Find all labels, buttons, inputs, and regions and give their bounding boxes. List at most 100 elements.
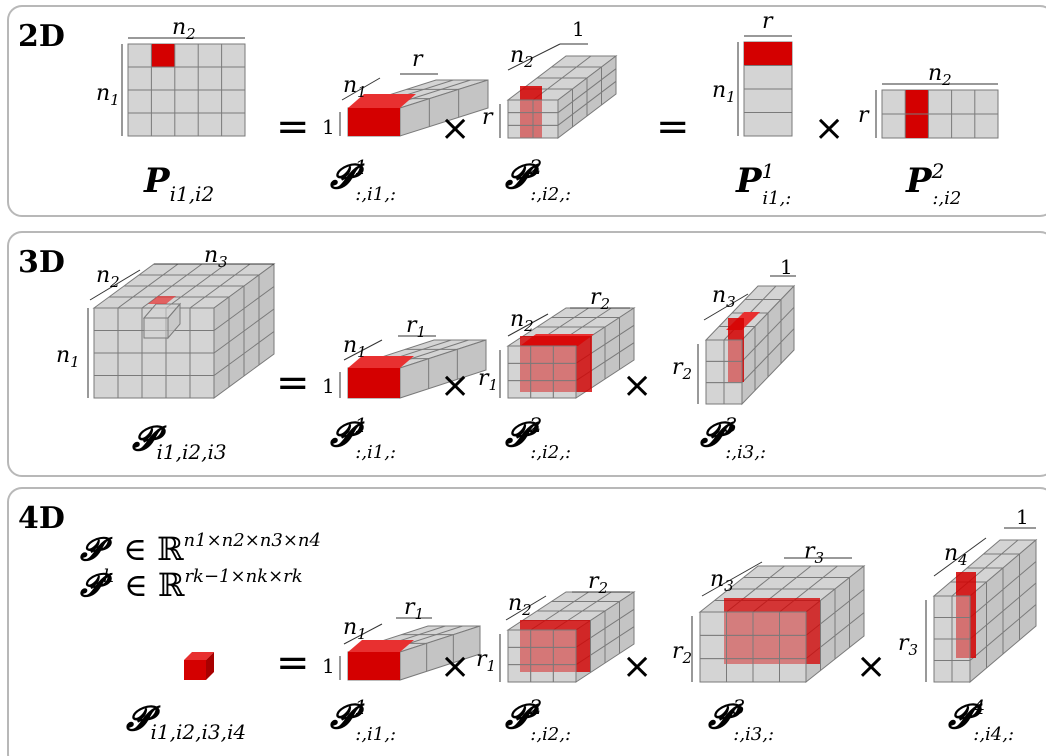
panel-label-3d: 3D xyxy=(18,245,65,280)
times-3d-1: × xyxy=(440,365,470,406)
dimension-line xyxy=(505,595,547,621)
panel-3d xyxy=(7,231,1046,477)
label-n3-depth-4d: n3 xyxy=(710,567,734,595)
glass-front xyxy=(143,317,169,339)
highlight-cell xyxy=(151,44,175,67)
symbol-core3-3d: 𝓟3:,i3,: xyxy=(700,413,766,463)
highlight-top xyxy=(348,356,414,368)
core-1 xyxy=(339,73,489,137)
core-2-3d xyxy=(499,307,636,399)
highlight-cell-top xyxy=(148,296,176,304)
label-n3-3d: n3 xyxy=(204,243,228,271)
label-r2-left-4d: r2 xyxy=(672,639,692,667)
label-r1-left-4d: r1 xyxy=(476,647,496,675)
symbol-P2: P2:,i2 xyxy=(905,159,961,209)
label-n2-depth-4d: n2 xyxy=(508,591,532,619)
label-n1-depth: n1 xyxy=(343,73,367,101)
label-r: r xyxy=(412,47,424,72)
dimension-line xyxy=(507,313,549,337)
highlight-top xyxy=(348,94,416,108)
label-n1-depth-4d: n1 xyxy=(343,615,367,643)
label-1: 1 xyxy=(322,115,335,139)
label-r2-4d: r2 xyxy=(588,569,608,597)
highlight-front xyxy=(348,368,400,398)
symbol-core1-4d: 𝓟1:,i1,: xyxy=(330,695,396,745)
times-4d-1: × xyxy=(440,646,470,687)
times-3d-2: × xyxy=(622,365,652,406)
highlight-slab xyxy=(520,336,592,392)
glass-front xyxy=(507,345,577,399)
symbol-core3-4d: 𝓟3:,i3,: xyxy=(708,695,774,745)
symbol-core4-4d: 𝓟4:,i4,: xyxy=(948,695,1014,745)
dimension-line xyxy=(507,43,561,71)
highlight-front xyxy=(184,660,206,680)
equals-2: = xyxy=(656,104,690,150)
label-r1-left-3d: r1 xyxy=(478,366,498,394)
symbol-core2: 𝓟2:,i2,: xyxy=(505,155,571,205)
label-r1-4d: r1 xyxy=(404,595,424,623)
highlight-slab xyxy=(728,318,744,382)
formula-Pk-in-R: 𝓟k ∈ ℝrk−1×nk×rk xyxy=(80,566,303,604)
panel-4d xyxy=(7,487,1046,756)
highlight-cell xyxy=(744,42,792,66)
highlight-slab xyxy=(520,620,590,672)
times-2: × xyxy=(814,108,844,149)
times-4d-2: × xyxy=(622,646,652,687)
label-n2-factor2: n2 xyxy=(928,61,952,89)
highlight-slab xyxy=(956,572,976,658)
panel-2d xyxy=(7,5,1046,217)
core-2-4d xyxy=(499,591,636,683)
label-r-factor1: r xyxy=(762,9,774,34)
label-n3-depth-3d: n3 xyxy=(712,283,736,311)
symbol-core1: 𝓟1:,i1,: xyxy=(330,155,396,205)
equals-4d: = xyxy=(276,640,310,686)
highlight-slab xyxy=(724,598,820,664)
core-2 xyxy=(499,43,618,140)
symbol-core2-4d: 𝓟2:,i2,: xyxy=(505,695,571,745)
times-1: × xyxy=(440,108,470,149)
highlight-front xyxy=(348,108,400,136)
panel-label-4d: 4D xyxy=(18,501,65,536)
label-1-top-4d: 1 xyxy=(1016,505,1029,529)
core-3-4d xyxy=(691,557,866,684)
core-3-3d xyxy=(697,275,796,406)
label-r2-3d: r2 xyxy=(590,285,610,313)
dimension-line xyxy=(89,269,141,301)
symbol-core2-3d: 𝓟2:,i2,: xyxy=(505,413,571,463)
highlight-front xyxy=(348,652,400,680)
label-n2-3d: n2 xyxy=(96,263,120,291)
panel-label-2d: 2D xyxy=(18,19,65,54)
dimension-line xyxy=(701,561,763,597)
label-n2: n2 xyxy=(172,15,196,43)
dimension-line xyxy=(341,77,381,101)
label-1-top-3d: 1 xyxy=(780,255,793,279)
symbol-P1: P1 i1,: xyxy=(735,159,791,209)
glass-front xyxy=(507,629,577,683)
label-n2-depth: n2 xyxy=(510,43,534,71)
label-1-top: 1 xyxy=(572,17,585,41)
dimension-line xyxy=(343,623,383,645)
equals-1: = xyxy=(276,104,310,150)
dimension-line xyxy=(343,339,383,361)
label-r3-4d: r3 xyxy=(804,539,824,567)
matrix-P xyxy=(121,37,246,137)
label-r1-3d: r1 xyxy=(406,313,426,341)
formula-P-in-R: 𝓟 ∈ ℝn1×n2×n3×n4 xyxy=(80,530,321,568)
label-r-factor2: r xyxy=(858,103,870,128)
label-n1-factor1: n1 xyxy=(712,78,736,106)
label-n2-depth-3d: n2 xyxy=(510,307,534,335)
core-4-4d xyxy=(925,527,1038,684)
symbol-core1-3d: 𝓟1:,i1,: xyxy=(330,413,396,463)
label-r-left: r xyxy=(482,105,494,130)
highlight-top xyxy=(184,652,214,660)
core-1-4d xyxy=(339,617,481,681)
label-n1-3d: n1 xyxy=(56,343,80,371)
dimension-line xyxy=(703,293,749,321)
label-n1-depth-3d: n1 xyxy=(343,333,367,361)
label-n4-depth-4d: n4 xyxy=(944,541,968,569)
symbol-P-i1i2i3i4: 𝓟i1,i2,i3,i4 xyxy=(126,699,246,744)
times-4d-3: × xyxy=(856,646,886,687)
symbol-P-i1i2i3: 𝓟i1,i2,i3 xyxy=(132,419,227,464)
label-1-3d: 1 xyxy=(322,374,335,398)
